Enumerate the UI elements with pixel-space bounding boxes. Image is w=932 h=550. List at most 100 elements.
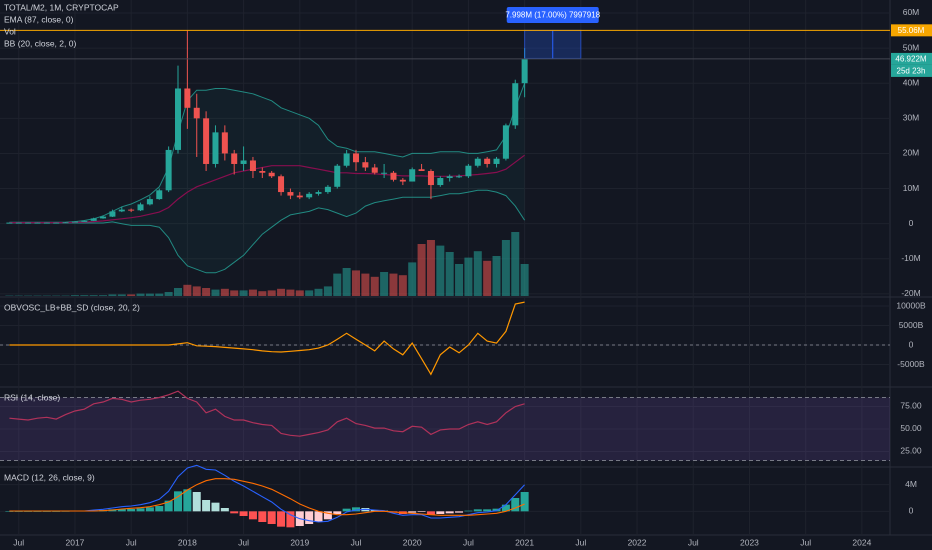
macd-histogram-bar bbox=[426, 511, 435, 515]
volume-bar bbox=[295, 290, 304, 296]
candle-body bbox=[165, 149, 172, 191]
volume-bar bbox=[314, 288, 323, 296]
countdown-tag bbox=[891, 64, 932, 77]
candle-body bbox=[362, 162, 369, 168]
candle-body bbox=[231, 153, 238, 164]
pane-title: MACD (12, 26, close, 9) bbox=[4, 472, 95, 482]
candle-body bbox=[521, 58, 528, 84]
candle-body bbox=[81, 220, 88, 222]
x-tick-label: 2019 bbox=[290, 537, 309, 547]
macd-histogram-bar bbox=[445, 511, 454, 514]
y-tick-label: 30M bbox=[903, 113, 920, 123]
x-tick-label: 2021 bbox=[515, 537, 534, 547]
y-tick-label: 50.00 bbox=[900, 423, 922, 433]
y-tick-label: 75.00 bbox=[900, 401, 922, 411]
macd-histogram-bar bbox=[117, 509, 126, 512]
y-tick-label: 20M bbox=[903, 148, 920, 158]
indicator-line bbox=[9, 390, 525, 437]
volume-bar bbox=[155, 293, 164, 296]
candle-body bbox=[128, 209, 135, 211]
macd-histogram-bar bbox=[14, 511, 23, 512]
macd-histogram-bar bbox=[511, 498, 520, 512]
x-tick-label: Jul bbox=[238, 537, 249, 547]
candle-body bbox=[474, 158, 481, 166]
macd-histogram-bar bbox=[464, 510, 473, 512]
volume-bar bbox=[258, 291, 267, 296]
x-tick-label: 2020 bbox=[403, 537, 422, 547]
macd-histogram-bar bbox=[455, 511, 464, 513]
macd-histogram-bar bbox=[248, 511, 257, 520]
x-tick-label: Jul bbox=[688, 537, 699, 547]
macd-histogram-bar bbox=[483, 509, 492, 512]
volume-bar bbox=[417, 244, 426, 296]
x-tick-label: Jul bbox=[351, 537, 362, 547]
chart-title: TOTAL/M2, 1M, CRYPTOCAP bbox=[4, 2, 119, 12]
macd-histogram-bar bbox=[352, 507, 360, 512]
volume-bar bbox=[239, 290, 248, 296]
volume-bar bbox=[501, 240, 510, 296]
macd-histogram-bar bbox=[436, 511, 445, 514]
volume-bar bbox=[511, 232, 520, 296]
macd-histogram-bar bbox=[370, 510, 379, 512]
volume-bar bbox=[108, 294, 117, 296]
macd-histogram-bar bbox=[314, 511, 323, 522]
candle-body bbox=[34, 222, 41, 224]
candle-body bbox=[381, 172, 388, 174]
volume-bar bbox=[520, 264, 529, 296]
y-tick-label: -20M bbox=[901, 288, 920, 298]
legend-bb: BB (20, close, 2, 0) bbox=[4, 38, 76, 48]
volume-bar bbox=[277, 288, 286, 296]
volume-bar bbox=[389, 273, 398, 296]
y-tick-label: 40M bbox=[903, 77, 920, 87]
candle-body bbox=[456, 176, 463, 178]
macd-histogram-bar bbox=[267, 511, 276, 524]
x-tick-label: Jul bbox=[13, 537, 24, 547]
macd-histogram-bar bbox=[164, 500, 173, 512]
ema-line bbox=[9, 154, 525, 224]
macd-histogram-bar bbox=[202, 500, 211, 512]
volume-bar bbox=[426, 240, 435, 296]
macd-histogram-bar bbox=[52, 511, 61, 512]
candle-body bbox=[334, 165, 341, 187]
volume-bar bbox=[352, 270, 360, 296]
candle-body bbox=[53, 222, 60, 224]
x-tick-label: 2023 bbox=[740, 537, 759, 547]
x-tick-label: Jul bbox=[126, 537, 137, 547]
macd-histogram-bar bbox=[127, 509, 136, 512]
macd-histogram-bar bbox=[192, 492, 201, 512]
volume-bar bbox=[117, 294, 126, 296]
candle-body bbox=[278, 176, 285, 193]
macd-histogram-bar bbox=[258, 511, 267, 522]
macd-histogram-bar bbox=[174, 491, 182, 512]
candle-body bbox=[90, 218, 97, 221]
candle-body bbox=[409, 169, 416, 182]
y-tick-label: -5000B bbox=[897, 359, 925, 369]
macd-histogram-bar bbox=[286, 511, 295, 528]
macd-histogram-bar bbox=[305, 511, 314, 524]
macd-histogram-bar bbox=[473, 509, 482, 512]
macd-histogram-bar bbox=[33, 511, 42, 512]
candle-body bbox=[193, 107, 200, 119]
volume-bar bbox=[464, 257, 473, 296]
candle-body bbox=[418, 169, 425, 171]
macd-histogram-bar bbox=[211, 502, 220, 512]
y-tick-label: 25.00 bbox=[900, 446, 922, 456]
macd-histogram-bar bbox=[342, 508, 351, 512]
y-tick-label: 60M bbox=[903, 7, 920, 17]
macd-line bbox=[9, 464, 526, 523]
y-tick-label: 0 bbox=[909, 339, 914, 349]
indicator-line bbox=[9, 301, 525, 376]
candle-body bbox=[221, 132, 228, 154]
macd-histogram-bar bbox=[155, 506, 164, 512]
candle-body bbox=[240, 160, 247, 164]
macd-histogram-bar bbox=[239, 511, 248, 516]
candle-body bbox=[15, 222, 22, 224]
volume-bar bbox=[267, 290, 276, 296]
volume-bar bbox=[323, 286, 332, 296]
candle-body bbox=[6, 222, 13, 224]
x-tick-label: 2022 bbox=[628, 537, 647, 547]
candle-body bbox=[249, 160, 256, 171]
y-tick-label: -10M bbox=[901, 253, 920, 263]
legend-volume: Vol bbox=[4, 26, 16, 36]
